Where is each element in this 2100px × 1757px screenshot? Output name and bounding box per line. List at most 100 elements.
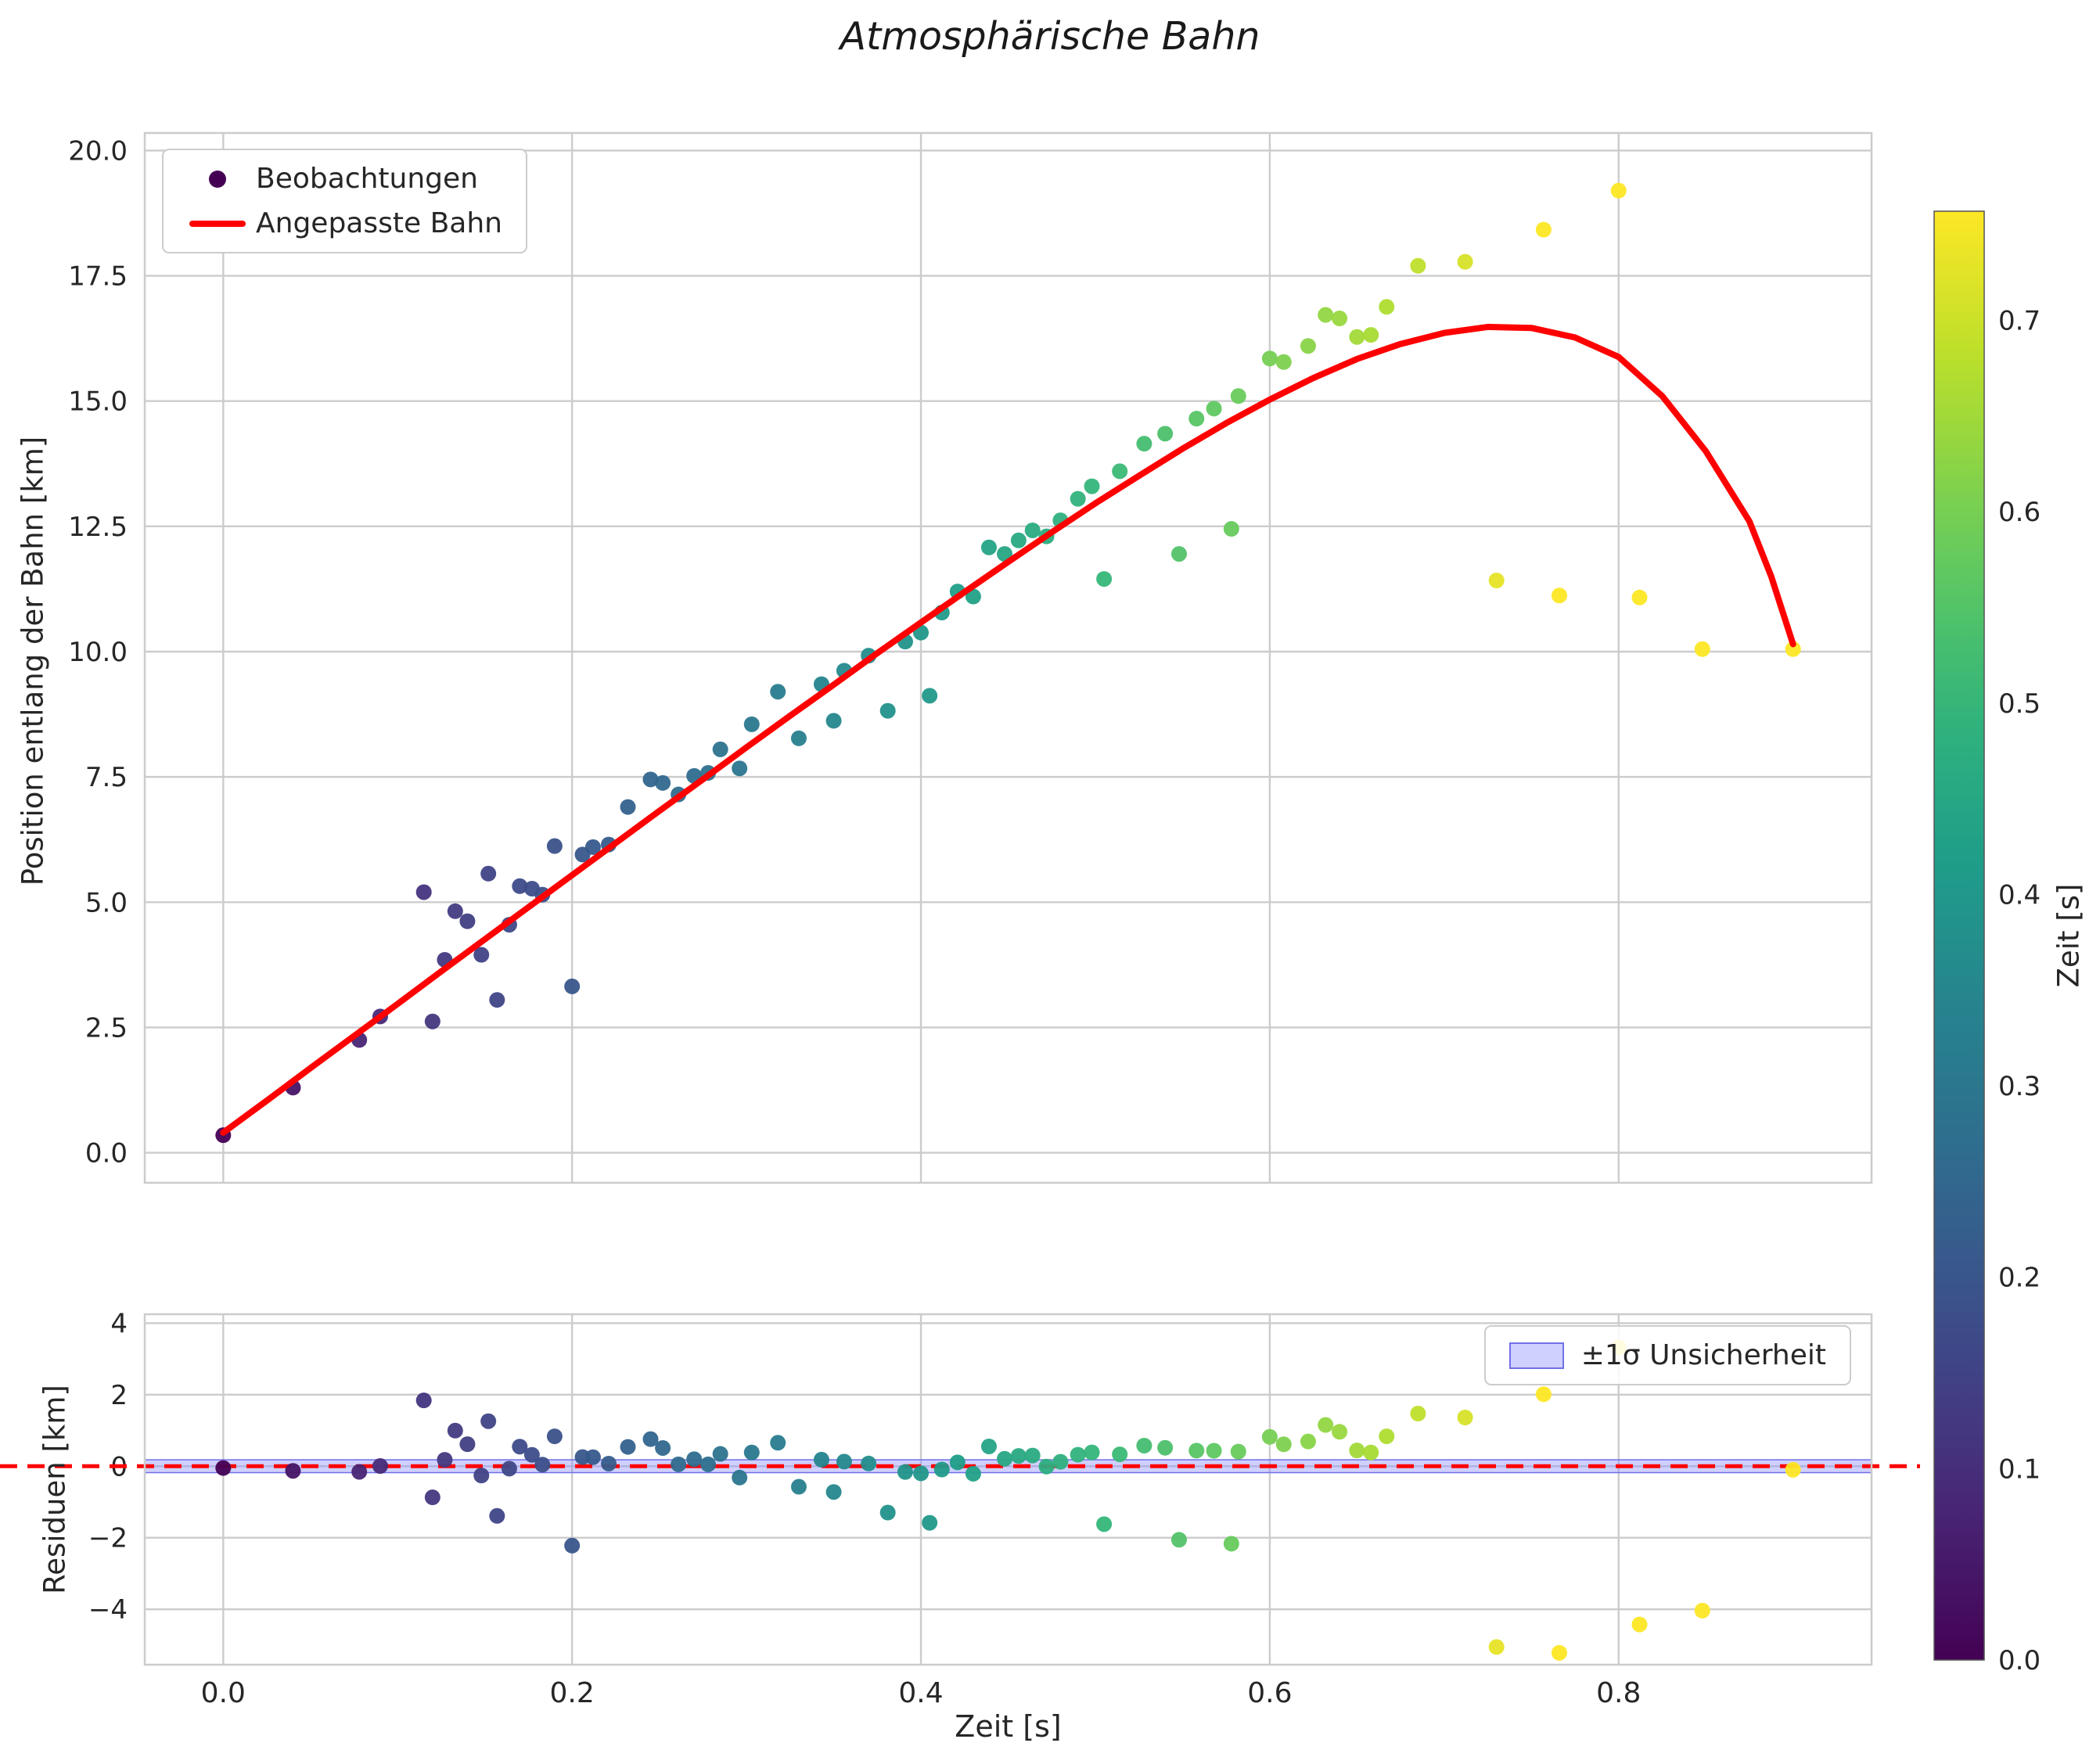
- main-legend: Beobachtungen Angepasste Bahn: [162, 149, 527, 253]
- scatter-point: [480, 865, 497, 882]
- observations-dot-icon: [209, 170, 226, 188]
- scatter-point: [1096, 571, 1113, 587]
- scatter-point: [997, 546, 1013, 562]
- scatter-point: [1349, 329, 1365, 345]
- residual-point: [686, 1451, 703, 1468]
- scatter-point: [790, 730, 807, 746]
- main-y-tick-label: 0.0: [85, 1138, 128, 1170]
- residual-point: [1332, 1424, 1348, 1440]
- residual-point: [372, 1458, 388, 1475]
- residual-point: [1410, 1405, 1426, 1421]
- scatter-point: [489, 992, 505, 1008]
- scatter-point: [473, 947, 490, 963]
- residual-point: [534, 1457, 551, 1473]
- residual-point: [642, 1431, 659, 1447]
- uncertainty-band-icon: [1508, 1342, 1564, 1369]
- legend-item-observations: Beobachtungen: [187, 163, 502, 195]
- main-y-tick-label: 7.5: [85, 762, 128, 793]
- residual-point: [1157, 1439, 1174, 1456]
- main-y-tick-label: 15.0: [68, 386, 128, 418]
- scatter-point: [743, 716, 760, 732]
- residual-y-tick-label: −4: [88, 1594, 128, 1626]
- residual-point: [1551, 1644, 1567, 1661]
- residual-point: [743, 1444, 760, 1461]
- colorbar-tick-label: 0.7: [1998, 305, 2041, 336]
- scatter-point: [1457, 253, 1473, 270]
- colorbar-tick-label: 0.2: [1998, 1263, 2041, 1294]
- residual-point: [1230, 1443, 1246, 1460]
- residual-point: [1535, 1386, 1552, 1403]
- scatter-point: [1010, 532, 1027, 548]
- colorbar-tick-label: 0.4: [1998, 879, 2041, 911]
- residual-point: [1694, 1602, 1710, 1619]
- x-tick-label: 0.2: [550, 1677, 595, 1709]
- scatter-point: [1694, 641, 1710, 657]
- residual-point: [1096, 1516, 1113, 1532]
- scatter-point: [620, 799, 636, 815]
- scatter-point: [424, 1013, 440, 1029]
- residual-point: [285, 1463, 301, 1479]
- residual-point: [1631, 1616, 1648, 1633]
- scatter-point: [584, 839, 601, 855]
- residual-point: [501, 1461, 517, 1477]
- residual-plot: 0.00.20.40.60.8−4−2024: [0, 1308, 1920, 1709]
- residual-point: [480, 1413, 497, 1429]
- residual-point: [620, 1439, 636, 1455]
- scatter-point: [1261, 350, 1278, 367]
- residual-point: [1363, 1444, 1379, 1461]
- residual-point: [813, 1451, 829, 1468]
- main-y-tick-label: 20.0: [68, 135, 128, 167]
- x-tick-label: 0.8: [1596, 1677, 1641, 1709]
- scatter-point: [512, 878, 528, 894]
- legend-label-observations: Beobachtungen: [256, 163, 478, 195]
- residual-point: [1223, 1536, 1239, 1552]
- residual-point: [980, 1438, 997, 1454]
- main-plot: 0.0 2.5 5.0 7.5 10.0 12.5 15.0 17.5 20.0: [68, 131, 1873, 1184]
- residual-point: [1038, 1458, 1055, 1475]
- scatter-point: [922, 688, 938, 704]
- x-tick-label: 0.4: [898, 1677, 943, 1709]
- residual-y-tick-label: 2: [110, 1380, 128, 1411]
- scatter-point: [980, 539, 997, 555]
- scatter-point: [1318, 307, 1334, 323]
- scatter-point: [564, 978, 581, 994]
- main-y-tick-label: 2.5: [85, 1012, 128, 1044]
- x-tick-label: 0.0: [201, 1677, 246, 1709]
- scatter-point: [1610, 182, 1627, 199]
- residual-point: [1084, 1444, 1100, 1461]
- scatter-point: [1332, 311, 1348, 327]
- residual-point: [712, 1446, 728, 1462]
- residual-point: [1261, 1428, 1278, 1445]
- scatter-point: [1157, 426, 1174, 442]
- scatter-point: [1535, 221, 1552, 238]
- scatter-point: [965, 588, 981, 605]
- residual-point: [922, 1514, 938, 1531]
- residual-point: [215, 1460, 232, 1476]
- residual-point: [655, 1439, 671, 1456]
- residual-point: [512, 1439, 528, 1455]
- legend-item-uncertainty: ±1σ Unsicherheit: [1508, 1339, 1826, 1371]
- colorbar-tick-label: 0.5: [1998, 688, 2041, 720]
- scatter-point: [459, 913, 476, 929]
- scatter-point: [1188, 411, 1205, 427]
- residual-point: [1457, 1410, 1473, 1426]
- residual-point: [1300, 1433, 1316, 1450]
- residual-point: [600, 1455, 617, 1471]
- scatter-point: [1223, 521, 1239, 537]
- residual-point: [415, 1392, 432, 1409]
- residual-point: [879, 1504, 896, 1521]
- residual-point: [564, 1537, 581, 1554]
- residual-point: [1136, 1437, 1152, 1453]
- x-tick-label: 0.6: [1247, 1677, 1292, 1709]
- residual-point: [584, 1449, 601, 1465]
- residual-point: [1010, 1448, 1027, 1464]
- x-axis-label: Zeit [s]: [955, 1709, 1062, 1744]
- residual-point: [933, 1461, 950, 1478]
- residual-point: [1170, 1532, 1187, 1548]
- scatter-point: [655, 774, 671, 791]
- scatter-point: [1206, 401, 1222, 417]
- colorbar-tick-label: 0.1: [1998, 1453, 2041, 1485]
- residual-point: [700, 1456, 717, 1472]
- residual-point: [1206, 1443, 1222, 1459]
